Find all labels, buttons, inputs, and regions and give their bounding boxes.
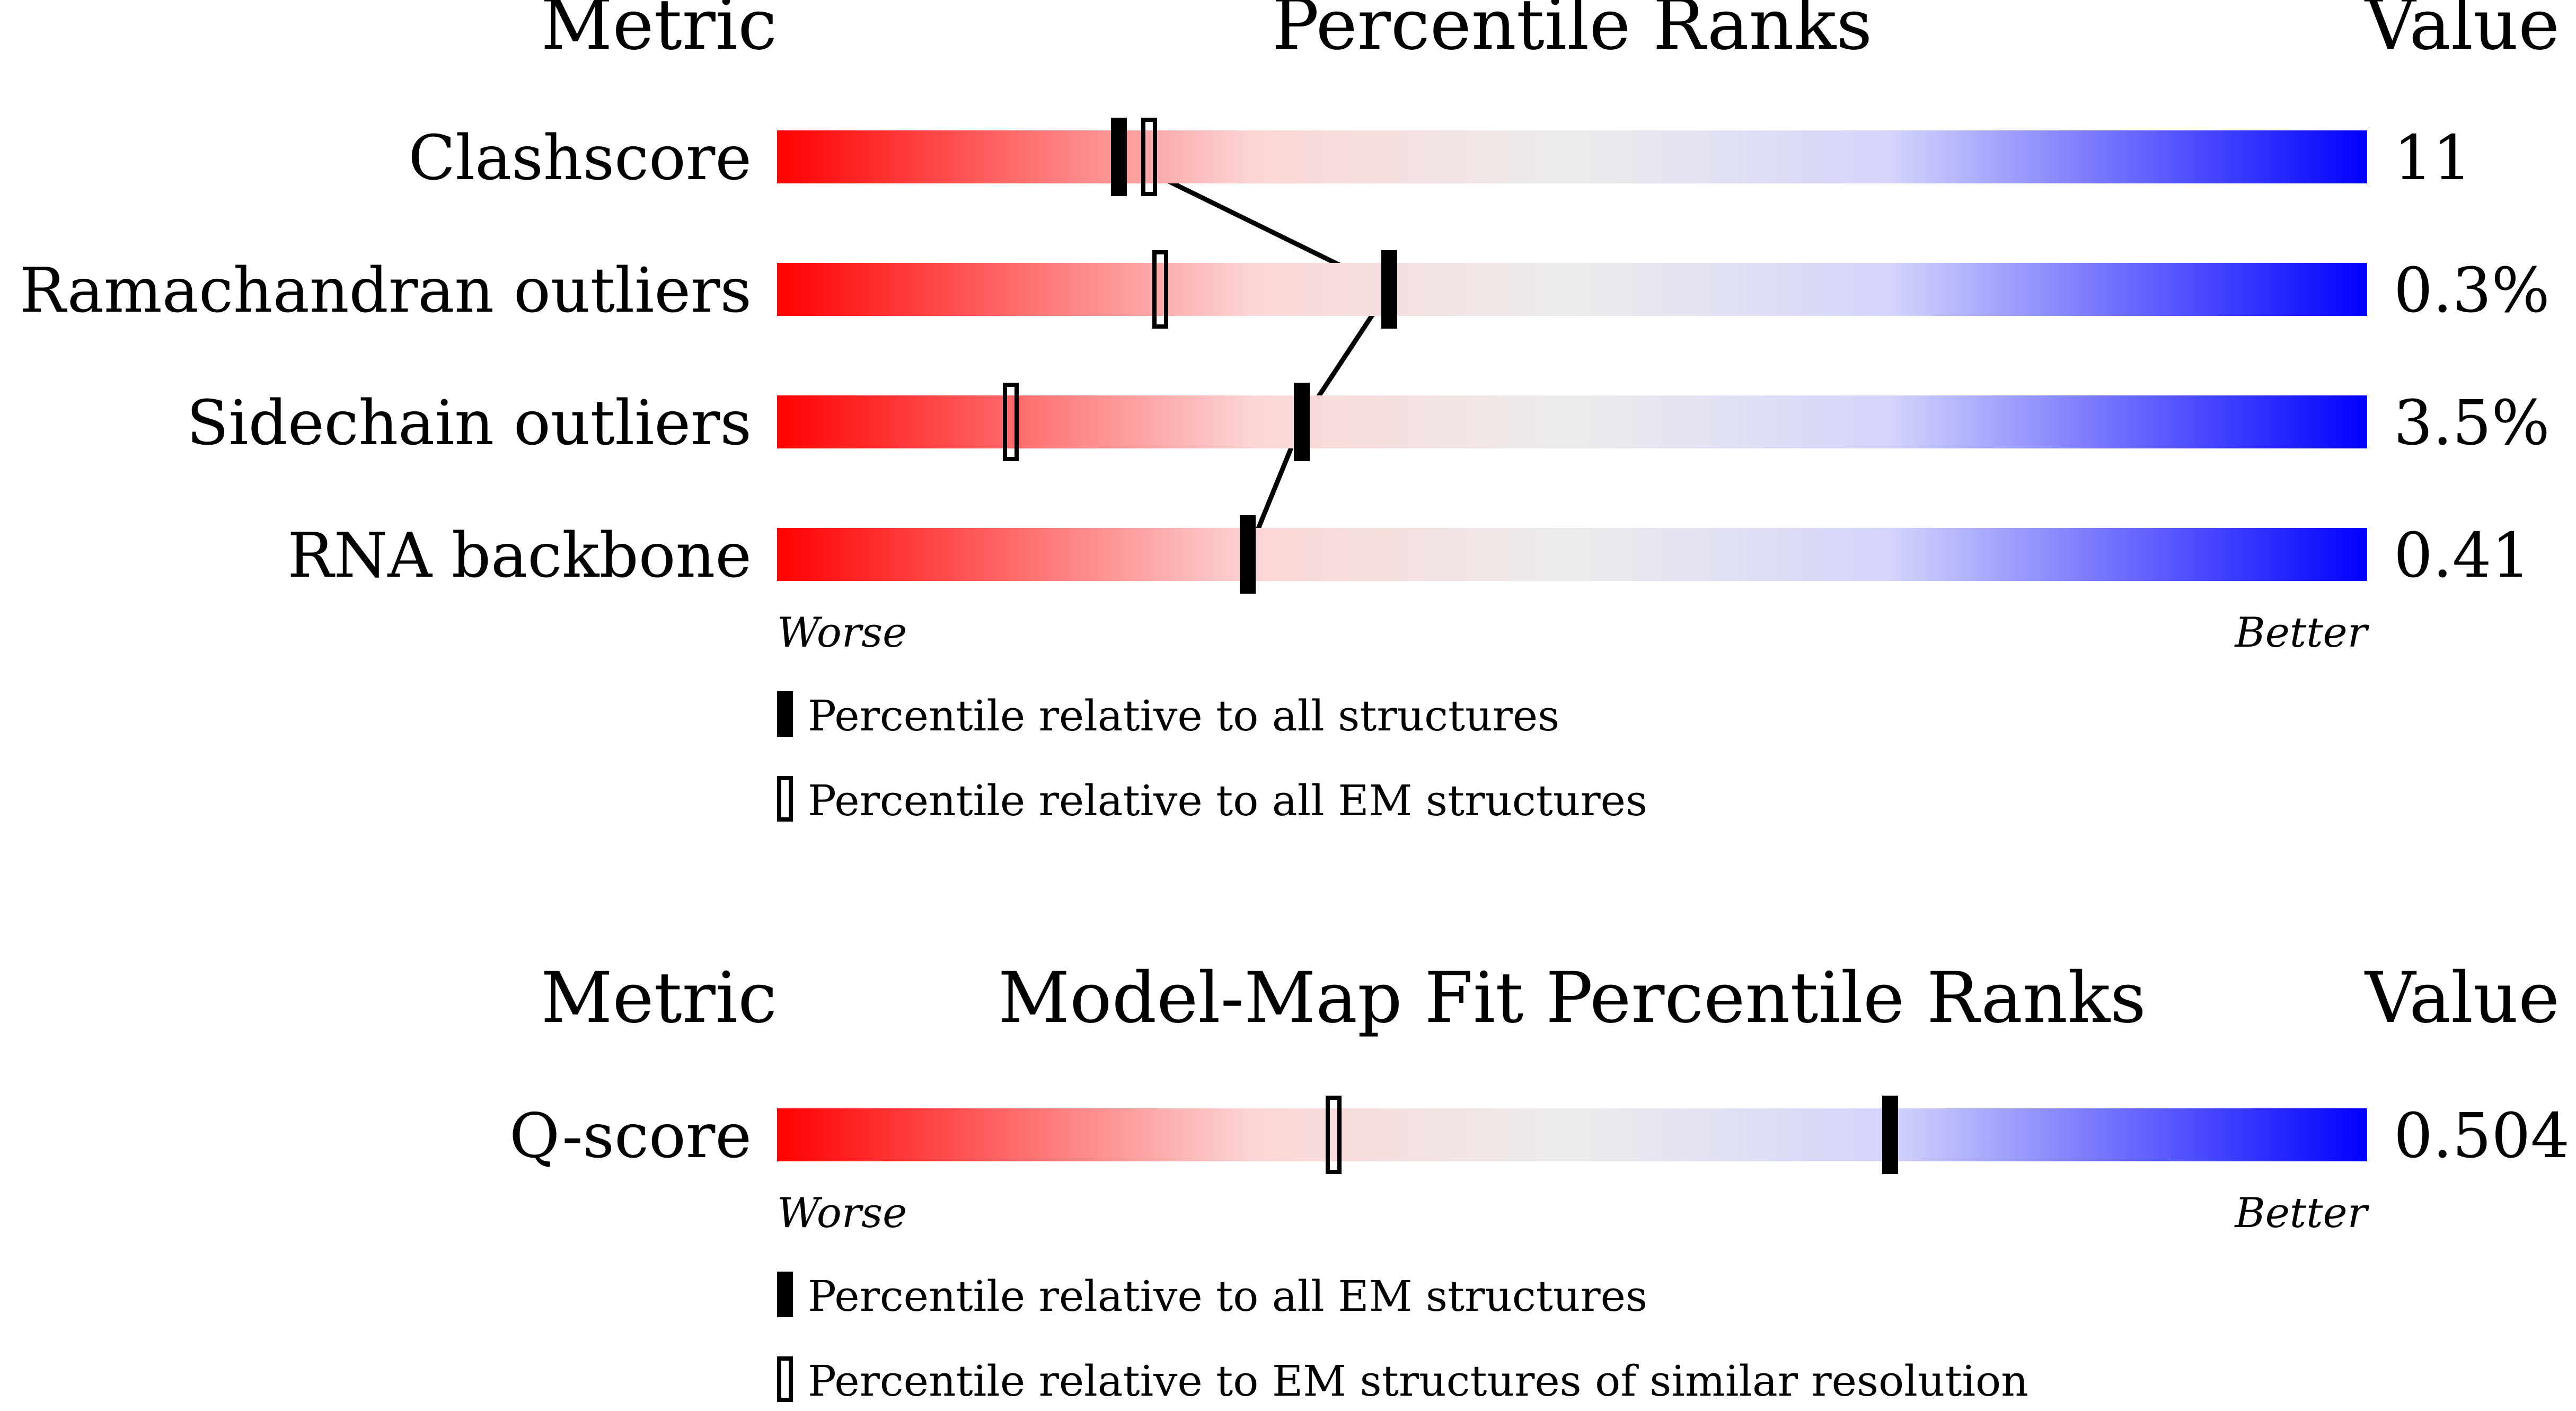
metric-label: RNA backbone xyxy=(287,520,752,592)
legend-solid-label: Percentile relative to all structures xyxy=(808,691,1559,740)
chart-title: Percentile Ranks xyxy=(1272,0,1873,66)
metric-row: Sidechain outliers 3.5% xyxy=(187,383,2550,461)
em-percentile-marker xyxy=(1326,1096,1342,1174)
value-header: Value xyxy=(2364,957,2560,1039)
all-percentile-marker xyxy=(1882,1096,1898,1174)
legend: Percentile relative to all EM structures… xyxy=(777,1272,2028,1406)
em-percentile-marker xyxy=(1141,118,1157,196)
percentile-gradient-bar xyxy=(777,263,2367,316)
metric-label: Q-score xyxy=(509,1100,752,1172)
metric-row: Clashscore 11 xyxy=(408,118,2472,196)
legend-solid-marker xyxy=(777,691,793,737)
all-percentile-marker xyxy=(1111,118,1127,196)
legend-open-marker xyxy=(777,1356,793,1402)
all-percentile-marker xyxy=(1240,515,1256,594)
legend-solid-label: Percentile relative to all EM structures xyxy=(808,1272,1647,1321)
percentile-gradient-bar xyxy=(777,130,2367,183)
metric-value: 0.504 xyxy=(2394,1100,2570,1172)
metric-value: 3.5% xyxy=(2394,387,2550,459)
legend: Percentile relative to all structures Per… xyxy=(777,691,1647,825)
metric-value: 0.41 xyxy=(2394,520,2530,592)
better-label: Better xyxy=(2234,1189,2369,1237)
metric-value: 11 xyxy=(2394,122,2472,194)
worse-label: Worse xyxy=(777,1189,907,1237)
better-label: Better xyxy=(2234,609,2369,657)
panels: Metric Percentile Ranks Value Clashscore 11 R… xyxy=(20,0,2570,1406)
worse-label: Worse xyxy=(777,609,907,657)
metric-label: Clashscore xyxy=(408,122,752,194)
chart-panel-1: Metric Percentile Ranks Value Clashscore 11 R… xyxy=(20,0,2560,825)
metric-row: Q-score 0.504 xyxy=(509,1096,2570,1174)
all-percentile-marker xyxy=(1294,383,1310,461)
metric-row: Ramachandran outliers 0.3% xyxy=(20,250,2550,329)
percentile-gradient-bar xyxy=(777,395,2367,448)
legend-open-marker xyxy=(777,776,793,822)
em-percentile-marker xyxy=(1152,250,1168,329)
metric-row: RNA backbone 0.41 xyxy=(287,520,2530,592)
metric-header: Metric xyxy=(541,957,777,1039)
percentile-connector-line xyxy=(1118,154,1393,555)
metric-value: 0.3% xyxy=(2394,255,2550,327)
all-percentile-marker xyxy=(1381,250,1397,329)
percentile-gradient-bar xyxy=(777,528,2367,581)
metric-label: Ramachandran outliers xyxy=(20,255,752,327)
percentile-gradient-bar xyxy=(777,1108,2367,1161)
legend-open-label: Percentile relative to EM structures of … xyxy=(808,1356,2028,1406)
em-percentile-marker xyxy=(1003,383,1019,461)
metric-label: Sidechain outliers xyxy=(187,387,752,459)
metric-header: Metric xyxy=(541,0,777,66)
chart-title: Model-Map Fit Percentile Ranks xyxy=(998,957,2146,1039)
chart-panel-2: Metric Model-Map Fit Percentile Ranks Valu… xyxy=(509,957,2570,1406)
legend-solid-marker xyxy=(777,1272,793,1317)
value-header: Value xyxy=(2364,0,2560,66)
legend-open-label: Percentile relative to all EM structures xyxy=(808,776,1647,825)
